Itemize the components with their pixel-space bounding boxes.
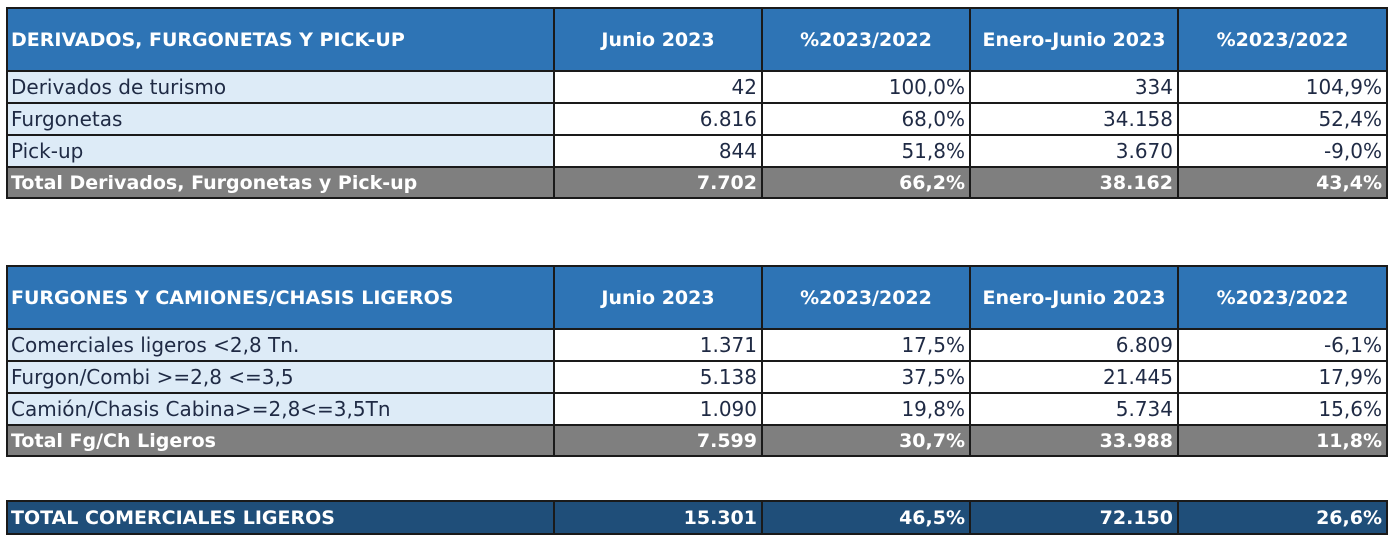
table-derivados-furgonetas-pickup: DERIVADOS, FURGONETAS Y PICK-UP Junio 20… — [6, 7, 1388, 199]
total-row: Total Fg/Ch Ligeros 7.599 30,7% 33.988 1… — [6, 424, 1388, 457]
total-enero-junio: 33.988 — [969, 424, 1179, 457]
cell-pct-monthly: 51,8% — [761, 134, 971, 168]
table-furgones-camiones-ligeros: FURGONES Y CAMIONES/CHASIS LIGEROS Junio… — [6, 265, 1388, 457]
cell-enero-junio: 3.670 — [969, 134, 1179, 168]
grand-total-pct-ytd: 26,6% — [1177, 500, 1388, 535]
header-junio-2023: Junio 2023 — [553, 7, 763, 72]
cell-junio: 42 — [553, 70, 763, 104]
cell-pct-ytd: 17,9% — [1177, 360, 1388, 394]
header-pct-monthly: %2023/2022 — [761, 7, 971, 72]
cell-pct-monthly: 100,0% — [761, 70, 971, 104]
table-header-row: FURGONES Y CAMIONES/CHASIS LIGEROS Junio… — [6, 265, 1388, 330]
cell-enero-junio: 5.734 — [969, 392, 1179, 426]
cell-pct-ytd: -6,1% — [1177, 328, 1388, 362]
row-label: Camión/Chasis Cabina>=2,8<=3,5Tn — [6, 392, 555, 426]
table-row: Furgon/Combi >=2,8 <=3,5 5.138 37,5% 21.… — [6, 360, 1388, 394]
header-pct-monthly: %2023/2022 — [761, 265, 971, 330]
header-pct-ytd: %2023/2022 — [1177, 265, 1388, 330]
total-pct-ytd: 11,8% — [1177, 424, 1388, 457]
row-label: Derivados de turismo — [6, 70, 555, 104]
cell-pct-monthly: 17,5% — [761, 328, 971, 362]
cell-pct-ytd: -9,0% — [1177, 134, 1388, 168]
cell-junio: 1.371 — [553, 328, 763, 362]
total-row: Total Derivados, Furgonetas y Pick-up 7.… — [6, 166, 1388, 199]
total-pct-monthly: 66,2% — [761, 166, 971, 199]
table-row: Pick-up 844 51,8% 3.670 -9,0% — [6, 134, 1388, 168]
cell-pct-monthly: 68,0% — [761, 102, 971, 136]
header-category: FURGONES Y CAMIONES/CHASIS LIGEROS — [6, 265, 555, 330]
table-row: Furgonetas 6.816 68,0% 34.158 52,4% — [6, 102, 1388, 136]
header-enero-junio-2023: Enero-Junio 2023 — [969, 7, 1179, 72]
cell-enero-junio: 34.158 — [969, 102, 1179, 136]
total-pct-monthly: 30,7% — [761, 424, 971, 457]
table-row: Comerciales ligeros <2,8 Tn. 1.371 17,5%… — [6, 328, 1388, 362]
cell-enero-junio: 334 — [969, 70, 1179, 104]
cell-pct-monthly: 37,5% — [761, 360, 971, 394]
total-label: Total Derivados, Furgonetas y Pick-up — [6, 166, 555, 199]
row-label: Furgonetas — [6, 102, 555, 136]
grand-total-label: TOTAL COMERCIALES LIGEROS — [6, 500, 555, 535]
table-grand-total: TOTAL COMERCIALES LIGEROS 15.301 46,5% 7… — [6, 500, 1388, 535]
row-label: Comerciales ligeros <2,8 Tn. — [6, 328, 555, 362]
header-enero-junio-2023: Enero-Junio 2023 — [969, 265, 1179, 330]
cell-pct-ytd: 15,6% — [1177, 392, 1388, 426]
grand-total-pct-monthly: 46,5% — [761, 500, 971, 535]
total-label: Total Fg/Ch Ligeros — [6, 424, 555, 457]
total-junio: 7.702 — [553, 166, 763, 199]
header-pct-ytd: %2023/2022 — [1177, 7, 1388, 72]
cell-pct-monthly: 19,8% — [761, 392, 971, 426]
grand-total-row: TOTAL COMERCIALES LIGEROS 15.301 46,5% 7… — [6, 500, 1388, 535]
row-label: Pick-up — [6, 134, 555, 168]
cell-pct-ytd: 104,9% — [1177, 70, 1388, 104]
header-junio-2023: Junio 2023 — [553, 265, 763, 330]
total-pct-ytd: 43,4% — [1177, 166, 1388, 199]
cell-junio: 1.090 — [553, 392, 763, 426]
grand-total-enero-junio: 72.150 — [969, 500, 1179, 535]
cell-enero-junio: 6.809 — [969, 328, 1179, 362]
cell-junio: 5.138 — [553, 360, 763, 394]
grand-total-junio: 15.301 — [553, 500, 763, 535]
cell-enero-junio: 21.445 — [969, 360, 1179, 394]
cell-junio: 6.816 — [553, 102, 763, 136]
table-header-row: DERIVADOS, FURGONETAS Y PICK-UP Junio 20… — [6, 7, 1388, 72]
cell-junio: 844 — [553, 134, 763, 168]
total-junio: 7.599 — [553, 424, 763, 457]
header-category: DERIVADOS, FURGONETAS Y PICK-UP — [6, 7, 555, 72]
total-enero-junio: 38.162 — [969, 166, 1179, 199]
row-label: Furgon/Combi >=2,8 <=3,5 — [6, 360, 555, 394]
table-row: Derivados de turismo 42 100,0% 334 104,9… — [6, 70, 1388, 104]
cell-pct-ytd: 52,4% — [1177, 102, 1388, 136]
table-row: Camión/Chasis Cabina>=2,8<=3,5Tn 1.090 1… — [6, 392, 1388, 426]
